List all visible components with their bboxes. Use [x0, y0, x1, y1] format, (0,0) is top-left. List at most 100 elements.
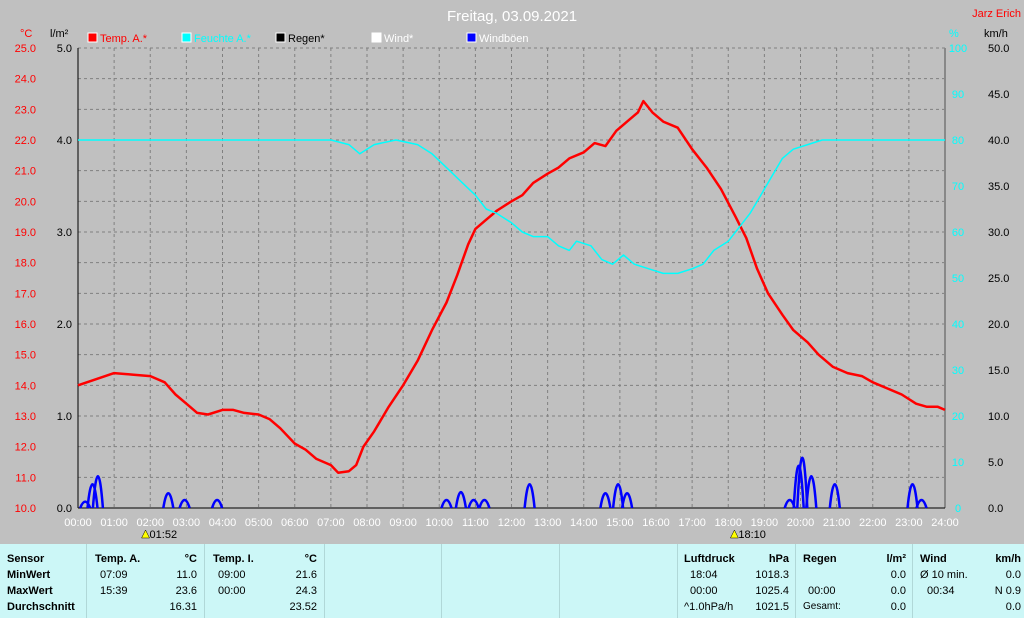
legend: Temp. A.* Feuchte A.* Regen* Wind* Windb…: [87, 32, 529, 45]
humidity-tick-label: 40: [952, 319, 964, 331]
col-empty-3: [560, 544, 678, 618]
chart-title: Freitag, 03.09.2021: [447, 8, 577, 25]
time-tick-label: 08:00: [353, 517, 381, 529]
humidity-line: [78, 139, 945, 275]
wind-gust-mark: [792, 464, 805, 509]
rain-tick-label: 1.0: [57, 411, 72, 423]
wind-gust-mark: [828, 483, 842, 509]
temperature-line: [77, 99, 946, 474]
wind-tick-label: 10.0: [988, 411, 1009, 423]
temp-i-min-time: 09:00: [218, 569, 246, 581]
wind-gust-mark: [454, 490, 468, 509]
rain-tick-label: 2.0: [57, 319, 72, 331]
wind-avg-label: Ø 10 min.: [920, 569, 968, 581]
legend-rain: Regen*: [288, 33, 325, 45]
humidity-tick-label: 100: [949, 43, 967, 55]
wind-gust-mark: [906, 483, 919, 509]
regen-total-label: Gesamt:: [803, 601, 841, 612]
rain-tick-label: 5.0: [57, 43, 72, 55]
col-empty-2: [442, 544, 560, 618]
wind-gust-mark: [178, 498, 191, 509]
temp-a-unit: °C: [184, 553, 197, 565]
humidity-tick-label: 90: [952, 89, 964, 101]
wind-tick-label: 15.0: [988, 365, 1009, 377]
marker-icon: [729, 529, 739, 539]
humidity-tick-label: 0: [955, 503, 961, 515]
luftdruck-max-time: 00:00: [690, 585, 718, 597]
wind-avg-value: 0.0: [1005, 569, 1021, 581]
col-regen: Regen l/m² 0.0 00:00 0.0 Gesamt: 0.0: [796, 544, 913, 618]
markers: 01:52 18:10: [141, 529, 766, 541]
time-tick-label: 03:00: [173, 517, 201, 529]
wind-gust-mark: [162, 491, 175, 509]
time-tick-label: 06:00: [281, 517, 309, 529]
col-sensor: Sensor MinWert MaxWert Durchschnitt: [0, 544, 87, 618]
rain-tick-label: 3.0: [57, 227, 72, 239]
time-tick-label: 11:00: [462, 517, 489, 529]
temp-tick-label: 10.0: [15, 503, 36, 515]
unit-speed: km/h: [984, 28, 1008, 40]
col-wind: Wind km/h Ø 10 min. 0.0 00:34 N 0.9 0.0: [913, 544, 1024, 618]
temp-tick-label: 14.0: [15, 380, 36, 392]
legend-swatch-wind: [371, 32, 382, 43]
stats-table: Sensor MinWert MaxWert Durchschnitt Temp…: [0, 544, 1024, 618]
unit-rain: l/m²: [50, 28, 69, 40]
temp-tick-label: 13.0: [15, 411, 36, 423]
wind-gust-mark: [210, 498, 224, 509]
wind-gust-mark: [467, 498, 480, 509]
humidity-tick-label: 70: [952, 181, 964, 193]
rain-tick-labels: 0.0 1.0 2.0 3.0 4.0 5.0: [57, 43, 72, 515]
temp-tick-label: 17.0: [15, 288, 36, 300]
temp-i-header: Temp. I.: [213, 553, 254, 565]
legend-gusts: Windböen: [479, 33, 529, 45]
wind-header: Wind: [920, 553, 947, 565]
temp-tick-label: 12.0: [15, 442, 36, 454]
rain-tick-label: 0.0: [57, 503, 72, 515]
luftdruck-header: Luftdruck: [684, 553, 735, 565]
wind-gust-mark: [611, 483, 625, 509]
wind-tick-label: 45.0: [988, 89, 1009, 101]
legend-wind: Wind*: [384, 33, 414, 45]
wind-gust-mark: [599, 491, 612, 509]
time-tick-label: 14:00: [570, 517, 598, 529]
humidity-tick-labels: 0 10 20 30 40 50 60 70 80 90 100: [949, 43, 967, 515]
regen-unit: l/m²: [886, 553, 906, 565]
wind-gust-mark: [440, 498, 453, 509]
temp-tick-label: 11.0: [15, 472, 36, 484]
time-tick-label: 04:00: [209, 517, 237, 529]
temp-i-max-value: 24.3: [295, 585, 317, 597]
time-tick-label: 07:00: [317, 517, 345, 529]
wind-gust-mark: [915, 498, 928, 509]
time-tick-label: 24:00: [931, 517, 959, 529]
time-tick-label: 19:00: [751, 517, 779, 529]
unit-celsius: °C: [20, 28, 32, 40]
temp-i-unit: °C: [304, 553, 317, 565]
temp-tick-label: 18.0: [15, 258, 36, 270]
luftdruck-min-time: 18:04: [690, 569, 718, 581]
wind-last-value: 0.0: [1005, 601, 1021, 613]
temp-a-header: Temp. A.: [95, 553, 141, 565]
col-temp-i: Temp. I. °C 09:00 21.6 00:00 24.3 23.52: [205, 544, 325, 618]
wind-gust-mark: [805, 475, 818, 509]
temp-tick-labels: 10.0 11.0 12.0 13.0 14.0 15.0 16.0 17.0 18.0 19.0…: [15, 43, 36, 515]
temp-tick-label: 19.0: [15, 227, 36, 239]
temp-a-avg-value: 16.31: [169, 601, 197, 613]
time-tick-labels: 00:00 01:00 02:00 03:00 04:00 05:00 06:00 07:00…: [64, 517, 959, 529]
legend-humidity: Feuchte A.*: [194, 33, 252, 45]
row-label-max: MaxWert: [7, 585, 53, 597]
wind-tick-label: 30.0: [988, 227, 1009, 239]
legend-temp: Temp. A.*: [100, 33, 148, 45]
time-tick-label: 00:00: [64, 517, 92, 529]
luftdruck-max-value: 1025.4: [755, 585, 789, 597]
wind-tick-labels: 0.0 5.0 10.0 15.0 20.0 25.0 30.0 35.0 40.0 45.0 50…: [988, 43, 1009, 515]
legend-swatch-humidity: [181, 32, 192, 43]
legend-swatch-gusts: [466, 32, 477, 43]
time-tick-label: 02:00: [136, 517, 164, 529]
col-temp-a: Temp. A. °C 07:09 11.0 15:39 23.6 16.31: [86, 544, 205, 618]
time-tick-label: 13:00: [534, 517, 562, 529]
temp-a-min-time: 07:09: [100, 569, 128, 581]
time-tick-label: 16:00: [642, 517, 670, 529]
rain-tick-label: 4.0: [57, 135, 72, 147]
wind-tick-label: 20.0: [988, 319, 1009, 331]
temp-tick-label: 23.0: [15, 104, 36, 116]
